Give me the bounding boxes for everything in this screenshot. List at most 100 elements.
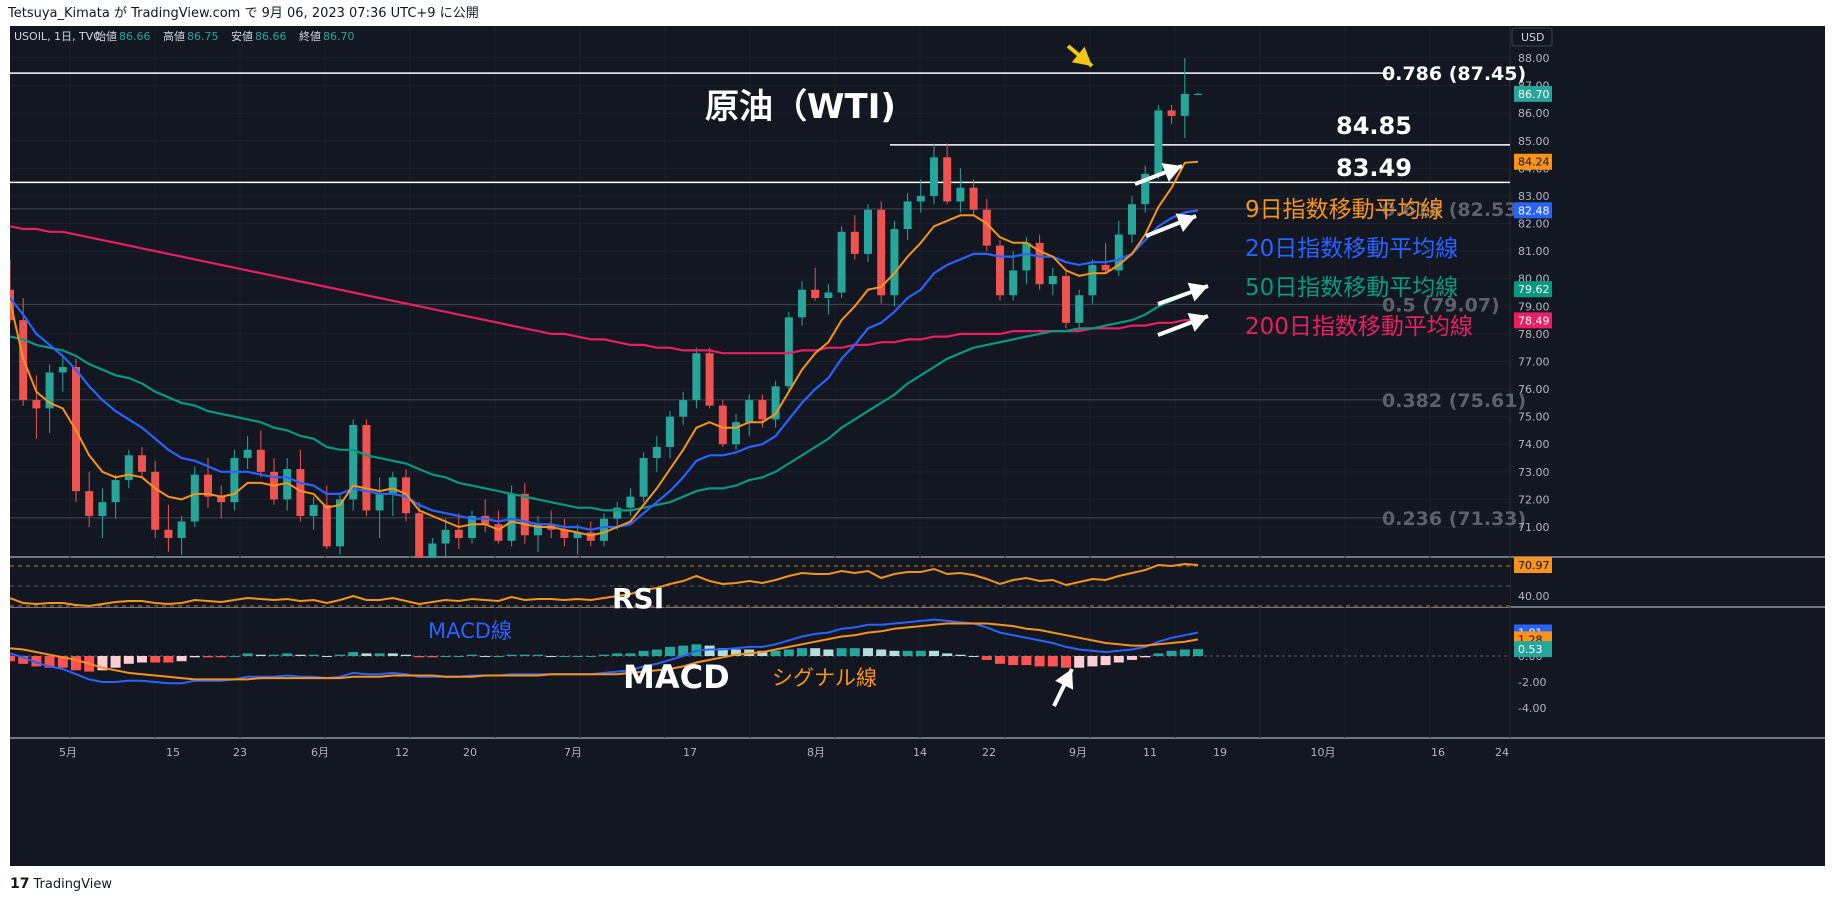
macd-histogram-bar	[1127, 656, 1137, 660]
arrow-macd-cross-head	[1055, 669, 1074, 690]
macd-histogram-bar	[110, 656, 121, 668]
candle-body	[1048, 275, 1057, 285]
candle-body	[468, 515, 476, 539]
price-axis-tick: 86.00	[1518, 107, 1550, 120]
macd-histogram-bar	[427, 656, 438, 658]
tradingview-logo-mark: 17	[10, 876, 30, 892]
candle-body	[1062, 275, 1070, 323]
candle-body	[1180, 93, 1189, 116]
price-axis-tick: 82.00	[1518, 218, 1550, 231]
candle-body	[560, 529, 569, 539]
macd-histogram-bar	[849, 648, 860, 656]
time-axis-tick: 23	[233, 746, 247, 759]
macd-histogram-bar	[44, 656, 55, 668]
ema200-annotation: 200日指数移動平均線	[1245, 314, 1473, 340]
macd-histogram-bar	[968, 656, 979, 657]
candle-body	[1088, 264, 1097, 296]
time-axis-tick: 9月	[1069, 746, 1087, 759]
candle-body	[309, 504, 318, 516]
arrow-ema50-head	[1187, 282, 1208, 302]
macd-histogram-bar	[572, 656, 583, 657]
fibonacci-label: 0.786 (87.45)	[1382, 63, 1526, 85]
macd-histogram-bar	[1021, 656, 1032, 666]
macd-histogram-bar	[453, 656, 464, 657]
price-axis-tick: 73.00	[1518, 466, 1550, 479]
time-axis-tick: 14	[913, 746, 927, 759]
candle-body	[758, 400, 767, 420]
macd-histogram-bar	[269, 654, 279, 656]
macd-histogram-bar	[414, 656, 425, 658]
rsi-axis-tick: 40.00	[1518, 590, 1550, 603]
candle-body	[415, 513, 424, 561]
candle-body	[98, 502, 107, 516]
macd-histogram-bar	[1034, 656, 1045, 667]
candle-body	[190, 474, 199, 522]
macd-histogram-bar	[10, 656, 15, 662]
macd-histogram-bar	[321, 656, 332, 657]
macd-histogram-bar	[255, 654, 266, 656]
macd-histogram-bar	[810, 648, 821, 656]
macd-value-box	[1514, 641, 1552, 658]
fibonacci-label: 0.5 (79.07)	[1382, 294, 1500, 316]
macd-histogram-bar	[929, 650, 939, 656]
macd-histogram-bar	[546, 656, 557, 657]
macd-histogram-bar	[533, 654, 543, 656]
macd-histogram-bar	[387, 653, 398, 656]
time-axis-tick: 19	[1213, 746, 1227, 759]
candle-body	[613, 507, 622, 519]
candle-body	[45, 372, 54, 409]
macd-histogram-bar	[1166, 650, 1177, 656]
macd-histogram-bar	[31, 656, 42, 667]
chart-panel[interactable]: 0.786 (87.45) 0.618 (82.53) 0.5 (79.07) 0.3…	[10, 26, 1825, 866]
candle-body	[639, 458, 648, 497]
candle-body	[138, 455, 146, 472]
candle-body	[692, 353, 701, 401]
candle-body	[375, 493, 384, 511]
macd-histogram-bar	[585, 656, 596, 657]
candle-body	[718, 405, 727, 445]
macd-histogram-bar	[1061, 656, 1071, 668]
time-axis-tick: 12	[395, 746, 409, 759]
candle-body	[996, 245, 1004, 296]
candle-body	[969, 187, 978, 210]
macd-histogram-bar	[203, 656, 213, 658]
candle-body	[1141, 173, 1150, 205]
ema50-annotation: 50日指数移動平均線	[1245, 275, 1458, 301]
macd-histogram-bar	[797, 648, 807, 656]
macd-histogram-bar	[638, 650, 649, 656]
signal-line	[10, 622, 1199, 681]
macd-axis-tick: -4.00	[1518, 702, 1546, 715]
price-axis-tick: 88.00	[1518, 52, 1550, 65]
price-axis-tick: 81.00	[1518, 245, 1550, 258]
macd-histogram-bar	[1100, 656, 1111, 666]
macd-histogram-bar	[1140, 656, 1151, 658]
macd-value-text: 0.53	[1518, 643, 1543, 656]
arrow-ema9-head	[1161, 163, 1182, 182]
macd-histogram-bar	[599, 654, 609, 656]
macd-histogram-bar	[678, 645, 689, 656]
candle-body	[111, 480, 120, 503]
candle-body	[454, 529, 463, 539]
tradingview-logo[interactable]: 17 TradingView	[10, 876, 112, 892]
candle-body	[1035, 242, 1044, 285]
candle-body	[982, 209, 991, 246]
price-label-text: 79.62	[1518, 283, 1550, 296]
macd-histogram-bar	[308, 654, 319, 656]
macd-histogram-bar	[836, 648, 847, 656]
price-label-box	[1514, 153, 1552, 170]
level-label-84-85: 84.85	[1336, 112, 1412, 140]
time-axis-tick: 6月	[311, 746, 329, 759]
currency-button[interactable]	[1511, 27, 1553, 47]
price-axis-tick: 72.00	[1518, 493, 1550, 506]
price-axis-tick: 78.00	[1518, 328, 1550, 341]
candle-body	[679, 400, 688, 417]
chart-canvas[interactable]: 0.786 (87.45) 0.618 (82.53) 0.5 (79.07) 0.3…	[10, 26, 1825, 866]
candle-body	[151, 471, 160, 530]
macd-histogram-bar	[1087, 656, 1098, 667]
candle-body	[10, 289, 14, 321]
candle-body	[322, 504, 331, 547]
candle-body	[520, 493, 529, 536]
price-axis-tick: 76.00	[1518, 383, 1550, 396]
candle-body	[1128, 204, 1136, 235]
ema9-annotation: 9日指数移動平均線	[1245, 197, 1444, 223]
